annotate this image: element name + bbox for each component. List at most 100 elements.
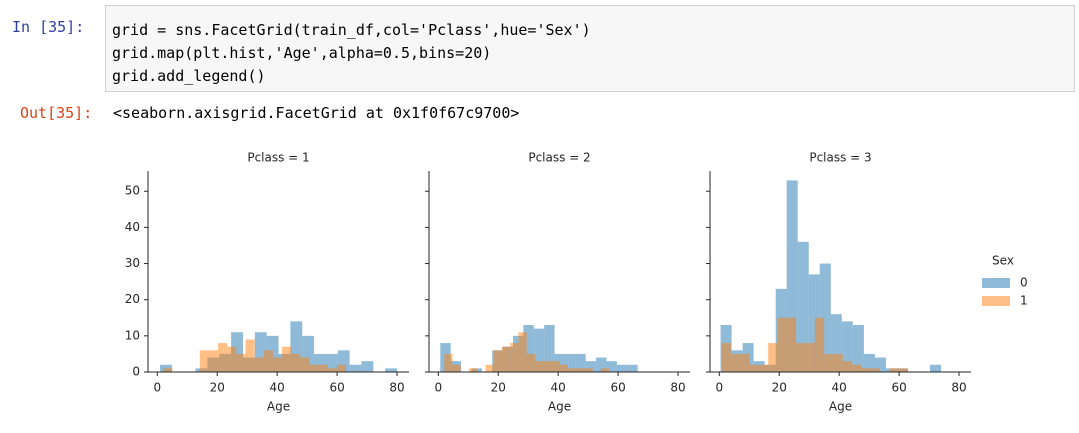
x-tick-label: 20 <box>772 381 787 395</box>
histogram-bar <box>291 353 301 372</box>
histogram-bar <box>559 364 568 372</box>
histogram-bar <box>227 346 237 372</box>
histogram-bar <box>777 317 787 372</box>
out-prompt: Out[35]: <box>20 104 93 122</box>
histogram-bar <box>606 361 617 372</box>
histogram-bar <box>852 364 862 372</box>
histogram-bar <box>543 361 552 372</box>
x-tick-label: 80 <box>670 381 685 395</box>
y-tick-label: 20 <box>125 292 140 306</box>
histogram-bar <box>254 357 264 372</box>
histogram-bar <box>199 350 209 372</box>
code-line: grid.map(plt.hist,'Age',alpha=0.5,bins=2… <box>112 44 492 62</box>
histogram-bar <box>290 321 303 372</box>
histogram-bar <box>786 317 797 372</box>
histogram-bar <box>768 343 778 372</box>
histogram-bar <box>469 368 478 372</box>
histogram-bar <box>576 368 585 372</box>
legend-label: 1 <box>1020 294 1028 308</box>
histogram-bar <box>852 325 864 372</box>
histogram-bar <box>534 361 544 372</box>
histogram-bar <box>564 353 576 372</box>
histogram-bar <box>842 361 853 372</box>
histogram-bar <box>444 353 453 372</box>
histogram-bar <box>796 343 806 372</box>
panel-title: Pclass = 2 <box>528 151 590 165</box>
histogram-bar <box>314 353 326 372</box>
histogram-bar <box>600 368 610 372</box>
histogram-bar <box>452 364 461 372</box>
histogram-bar <box>889 368 899 372</box>
histogram-bar <box>824 353 834 372</box>
histogram-bar <box>533 328 545 372</box>
x-tick-label: 40 <box>270 381 285 395</box>
x-tick-label: 40 <box>551 381 566 395</box>
histogram-bar <box>302 335 315 372</box>
x-axis-label: Age <box>548 400 571 414</box>
histogram-bar <box>627 364 638 372</box>
histogram-bar <box>805 343 815 372</box>
histogram-bar <box>575 353 586 372</box>
histogram-bar <box>272 357 283 372</box>
histogram-bar <box>231 332 243 372</box>
legend-label: 0 <box>1020 276 1028 290</box>
x-tick-label: 20 <box>210 381 225 395</box>
x-tick-label: 60 <box>891 381 906 395</box>
histogram-bar <box>870 368 881 372</box>
histogram-bar <box>385 368 398 372</box>
legend-swatch <box>982 296 1010 306</box>
y-tick-label: 10 <box>125 328 140 342</box>
histogram-bar <box>309 364 319 372</box>
histogram-bar <box>786 180 798 372</box>
histogram-bar <box>163 368 173 372</box>
histogram-bar <box>254 332 267 372</box>
histogram-bar <box>833 353 843 372</box>
x-axis-label: Age <box>267 400 290 414</box>
code-line: grid.add_legend() <box>112 67 266 85</box>
histogram-bar <box>236 353 246 372</box>
histogram-bar <box>616 364 628 372</box>
histogram-bar <box>510 343 519 372</box>
y-tick-label: 30 <box>125 256 140 270</box>
histogram-bar <box>797 241 809 372</box>
histogram-bar <box>526 353 535 372</box>
histogram-bar <box>518 332 527 372</box>
histogram-bar <box>841 321 853 372</box>
code-cell[interactable]: grid = sns.FacetGrid(train_df,col='Pclas… <box>105 5 1075 92</box>
histogram-bar <box>554 353 565 372</box>
y-tick-label: 0 <box>132 365 140 379</box>
output-text: <seaborn.axisgrid.FacetGrid at 0x1f0f67c… <box>113 104 520 122</box>
y-tick-label: 50 <box>125 184 140 198</box>
histogram-bar <box>485 364 494 372</box>
x-tick-label: 0 <box>434 381 442 395</box>
x-tick-label: 0 <box>153 381 161 395</box>
x-tick-label: 20 <box>491 381 506 395</box>
histogram-bar <box>349 364 362 372</box>
histogram-bar <box>740 353 750 372</box>
histogram-bar <box>814 317 825 372</box>
histogram-bar <box>930 364 942 372</box>
histogram-bar <box>544 325 555 372</box>
histogram-bar <box>337 350 350 372</box>
histogram-bar <box>730 353 741 372</box>
code-line: grid = sns.FacetGrid(train_df,col='Pclas… <box>112 21 591 39</box>
x-tick-label: 80 <box>951 381 966 395</box>
histogram-bar <box>898 368 909 372</box>
histogram-bar <box>808 274 820 372</box>
histogram-bar <box>318 364 328 372</box>
histogram-bar <box>327 368 337 372</box>
histogram-bar <box>493 350 502 372</box>
histogram-bar <box>863 353 875 372</box>
histogram-bar <box>336 364 347 372</box>
histogram-bar <box>263 350 273 372</box>
histogram-bar <box>245 339 255 372</box>
histogram-bar <box>567 368 577 372</box>
x-tick-label: 60 <box>610 381 625 395</box>
x-axis-label: Age <box>829 400 852 414</box>
histogram-bar <box>584 368 593 372</box>
y-tick-label: 40 <box>125 220 140 234</box>
legend-swatch <box>982 278 1010 288</box>
histogram-bar <box>218 343 228 372</box>
